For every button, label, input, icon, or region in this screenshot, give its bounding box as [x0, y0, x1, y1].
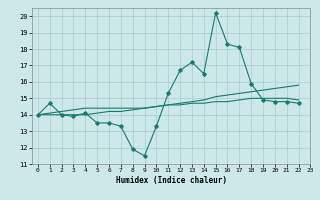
- X-axis label: Humidex (Indice chaleur): Humidex (Indice chaleur): [116, 176, 227, 185]
